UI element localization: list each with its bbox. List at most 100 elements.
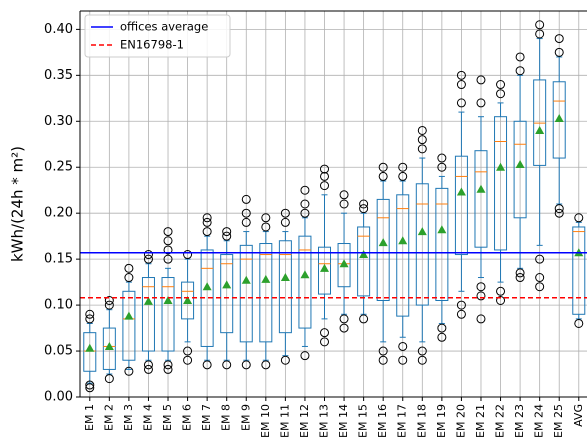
x-tick-label: EM 16	[376, 404, 389, 438]
flier	[339, 314, 349, 324]
flier	[574, 318, 584, 328]
flier	[300, 185, 310, 195]
flier	[104, 296, 114, 305]
legend-label: offices average	[120, 20, 208, 34]
y-axis-label: kWh/(24h * m²)	[9, 146, 27, 262]
mean-marker	[280, 273, 290, 282]
flier	[554, 34, 564, 44]
legend-label: EN16798-1	[120, 38, 184, 52]
flier	[320, 171, 329, 181]
box	[474, 150, 488, 248]
flier	[554, 47, 564, 57]
flier	[456, 300, 466, 310]
x-tick-label: EM 8	[220, 404, 233, 431]
mean-marker	[143, 296, 153, 305]
mean-marker	[359, 250, 369, 259]
flier	[417, 135, 427, 145]
flier	[417, 125, 427, 135]
x-tick-label: EM 6	[181, 404, 194, 431]
flier	[163, 360, 173, 370]
flier	[163, 254, 173, 264]
box	[278, 240, 292, 334]
flier	[437, 332, 447, 342]
x-tick-label: EM 2	[102, 404, 115, 431]
x-tick-label: EM 1	[83, 404, 96, 431]
box	[357, 226, 371, 297]
flier	[456, 70, 466, 80]
x-tick-label: EM 25	[552, 404, 565, 438]
y-tick-label: 0.20	[44, 206, 73, 221]
mean-marker	[85, 343, 95, 352]
flier	[476, 314, 486, 324]
box	[122, 290, 136, 361]
flier	[496, 80, 506, 90]
box	[161, 277, 175, 352]
box	[513, 120, 527, 219]
flier	[202, 360, 212, 370]
flier	[85, 309, 95, 319]
box	[102, 327, 116, 370]
flier	[515, 66, 525, 76]
flier	[124, 273, 134, 283]
mean-marker	[378, 238, 388, 247]
box	[83, 332, 97, 372]
flier	[241, 360, 251, 370]
plot-area	[80, 11, 587, 397]
flier	[241, 217, 251, 227]
flier	[496, 296, 506, 305]
y-tick-label: 0.30	[44, 114, 73, 129]
flier	[124, 263, 134, 273]
x-tick-label: EM 24	[533, 404, 546, 438]
flier	[437, 323, 447, 333]
flier	[320, 337, 329, 347]
flier	[85, 380, 95, 390]
box	[298, 235, 312, 329]
flier	[574, 213, 584, 223]
flier	[320, 164, 329, 174]
flier	[104, 300, 114, 310]
x-tick-label: EM 4	[141, 404, 154, 431]
box	[239, 244, 253, 343]
flier	[417, 355, 427, 365]
x-tick-label: EM 11	[278, 404, 291, 438]
x-tick-label: EM 9	[239, 404, 252, 431]
x-tick-label: EM 18	[415, 404, 428, 438]
flier	[124, 366, 134, 376]
flier	[378, 355, 388, 365]
mean-marker	[241, 275, 251, 284]
flier	[496, 286, 506, 296]
flier	[378, 162, 388, 172]
flier	[476, 282, 486, 292]
flier	[515, 273, 525, 283]
flier	[241, 194, 251, 204]
mean-marker	[515, 159, 525, 168]
flier	[241, 208, 251, 218]
x-tick-label: EM 15	[357, 404, 370, 438]
y-tick-label: 0.10	[44, 298, 73, 313]
flier	[222, 231, 232, 241]
y-tick-label: 0.05	[44, 344, 73, 359]
flier	[456, 80, 466, 90]
flier	[143, 250, 153, 260]
flier	[222, 360, 232, 370]
flier	[339, 190, 349, 200]
mean-marker	[417, 227, 427, 236]
flier	[202, 213, 212, 223]
box	[376, 198, 390, 301]
box	[396, 194, 410, 317]
flier	[104, 374, 114, 384]
flier	[476, 291, 486, 301]
x-tick-label: EM 17	[396, 404, 409, 438]
flier	[163, 236, 173, 246]
y-tick-label: 0.00	[44, 390, 73, 405]
x-tick-label: EM 5	[161, 404, 174, 431]
flier	[163, 227, 173, 237]
box	[337, 243, 351, 288]
flier	[417, 144, 427, 154]
flier	[535, 29, 545, 39]
mean-marker	[124, 311, 134, 320]
flier	[398, 355, 408, 365]
flier	[359, 199, 369, 209]
flier	[417, 346, 427, 356]
x-tick-label: EM 21	[474, 404, 487, 438]
